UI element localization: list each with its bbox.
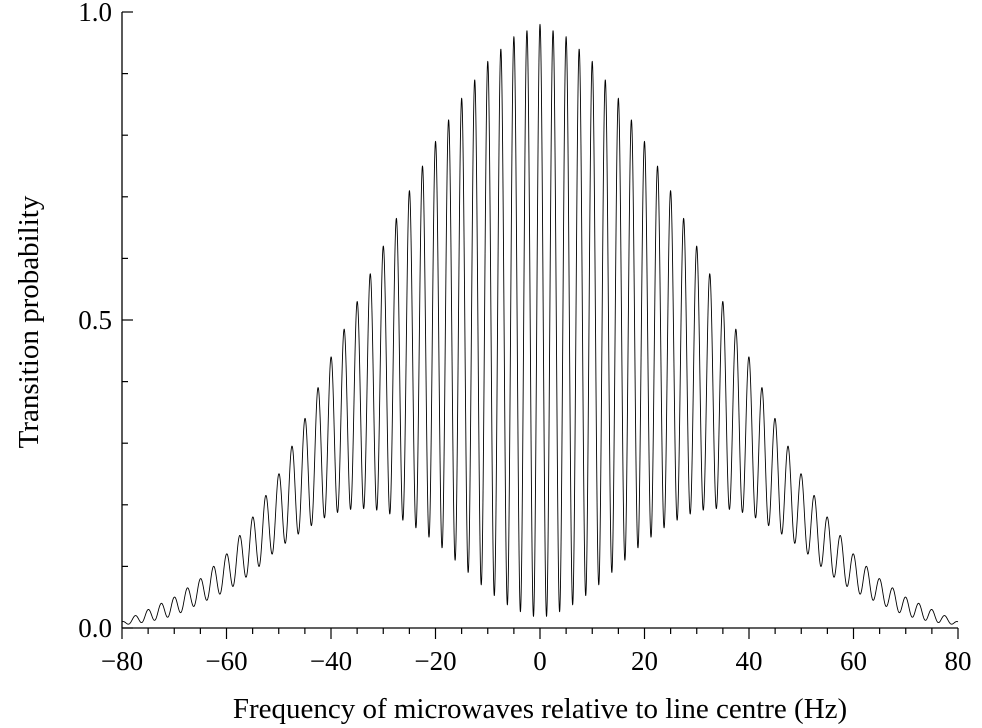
x-tick-label: 20 — [631, 646, 658, 676]
y-tick-label: 1.0 — [78, 0, 112, 27]
series-line-0 — [121, 23, 959, 625]
y-axis: 0.0 0.5 1.0 — [78, 0, 133, 643]
y-tick-label: 0.0 — [78, 613, 112, 643]
x-tick-label: −80 — [101, 646, 143, 676]
x-axis: −80 −60 −40 −20 0 20 40 60 80 — [101, 627, 972, 676]
plot-area — [121, 23, 959, 625]
y-axis-title: Transition probability — [13, 195, 45, 448]
x-tick-label: −20 — [414, 646, 456, 676]
x-tick-label: −60 — [205, 646, 247, 676]
x-tick-label: 80 — [945, 646, 972, 676]
y-tick-label: 0.5 — [78, 305, 112, 335]
x-tick-label: 0 — [533, 646, 547, 676]
x-axis-title: Frequency of microwaves relative to line… — [233, 693, 847, 725]
x-tick-label: −40 — [310, 646, 352, 676]
x-tick-label: 60 — [840, 646, 867, 676]
x-tick-label: 40 — [736, 646, 763, 676]
